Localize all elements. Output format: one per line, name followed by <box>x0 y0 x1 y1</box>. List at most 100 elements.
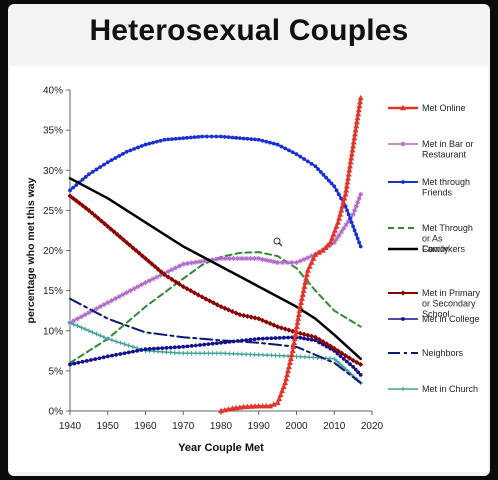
series-point-0 <box>339 203 346 209</box>
series-point-2 <box>294 152 299 157</box>
series-point-6 <box>131 349 135 354</box>
series-point-5 <box>297 330 303 336</box>
series-point-6 <box>147 347 152 351</box>
series-point-1 <box>78 314 84 320</box>
series-point-1 <box>150 276 156 282</box>
series-point-2 <box>192 135 197 140</box>
series-point-8 <box>206 350 211 356</box>
series-point-1 <box>341 225 347 231</box>
series-point-8 <box>337 361 343 367</box>
series-point-2 <box>94 167 99 172</box>
series-point-0 <box>304 267 311 273</box>
series-point-0 <box>332 227 339 233</box>
series-point-8 <box>94 331 99 337</box>
series-point-2 <box>358 244 363 249</box>
series-point-2 <box>324 175 329 180</box>
series-point-2 <box>200 134 205 139</box>
series-point-0 <box>354 114 361 121</box>
series-point-8 <box>243 351 249 357</box>
series-point-5 <box>120 237 127 243</box>
series-point-0 <box>351 134 358 141</box>
series-point-2 <box>309 161 314 166</box>
series-point-5 <box>271 322 277 328</box>
series-point-2 <box>241 136 246 141</box>
series-point-5 <box>259 317 266 323</box>
series-point-1 <box>226 256 232 262</box>
series-point-8 <box>101 334 107 340</box>
series-point-1 <box>352 207 358 213</box>
series-point-2 <box>351 224 356 229</box>
legend-label-3: or As <box>422 234 443 244</box>
series-point-0 <box>353 122 360 129</box>
series-point-5 <box>241 312 247 319</box>
series-point-6 <box>298 335 303 340</box>
series-point-2 <box>222 134 227 139</box>
series-point-0 <box>297 303 304 309</box>
series-point-6 <box>356 370 361 375</box>
series-point-5 <box>124 239 130 246</box>
series-point-5 <box>210 300 217 306</box>
series-point-1 <box>256 256 262 262</box>
series-point-0 <box>280 383 287 390</box>
x-tick-label: 1980 <box>210 421 233 432</box>
series-point-8 <box>90 330 95 335</box>
series-point-1 <box>353 203 359 209</box>
series-point-5 <box>305 332 311 338</box>
series-point-5 <box>146 258 152 264</box>
series-point-0 <box>357 94 364 101</box>
series-point-2 <box>226 135 231 140</box>
series-point-0 <box>285 363 292 370</box>
series-point-0 <box>291 335 298 341</box>
series-point-1 <box>173 265 179 271</box>
y-tick-label: 30% <box>43 166 63 177</box>
series-point-1 <box>139 282 145 288</box>
line-chart: 0% 5% 10% 15% 20% 25% 30% 35% 40% 1940 1950 1960 197… <box>25 86 481 455</box>
series-point-2 <box>128 148 133 153</box>
legend-label-0: Met Online <box>422 103 466 113</box>
series-point-0 <box>333 223 340 229</box>
series-point-8 <box>86 328 92 334</box>
series-point-5 <box>278 325 284 331</box>
series-point-8 <box>130 344 136 350</box>
series-point-2 <box>147 141 152 146</box>
series-point-5 <box>191 290 198 296</box>
series-point-2 <box>329 181 334 186</box>
series-point-2 <box>151 140 155 145</box>
series-line-7 <box>69 297 362 384</box>
series-point-2 <box>348 216 353 221</box>
series-point-8 <box>302 354 308 360</box>
series-point-2 <box>139 144 144 148</box>
y-tick-label: 10% <box>43 326 63 337</box>
chart-panel: 0% 5% 10% 15% 20% 25% 30% 35% 40% 1940 1950 1960 197… <box>10 66 488 472</box>
series-point-0 <box>306 263 313 269</box>
series-point-6 <box>202 342 207 347</box>
series-point-5 <box>324 341 330 347</box>
series-point-2 <box>132 147 137 151</box>
series-point-5 <box>136 250 142 256</box>
series-point-2 <box>162 137 167 142</box>
series-point-1 <box>243 256 249 262</box>
series-point-1 <box>222 256 228 262</box>
series-point-8 <box>269 353 274 358</box>
series-point-0 <box>255 402 262 409</box>
series-point-6 <box>97 356 102 361</box>
series-point-8 <box>218 350 224 356</box>
series-point-0 <box>353 118 360 125</box>
series-point-1 <box>105 300 111 306</box>
series-point-5 <box>229 308 235 315</box>
series-point-0 <box>352 130 359 137</box>
series-point-0 <box>346 163 353 169</box>
series-point-2 <box>345 208 349 213</box>
series-point-6 <box>341 356 346 361</box>
series-point-0 <box>295 315 302 321</box>
legend-label-2: Friends <box>422 188 453 198</box>
series-point-1 <box>338 229 344 235</box>
legend-label-1: Restaurant <box>422 150 467 160</box>
series-point-6 <box>181 344 186 349</box>
series-point-0 <box>346 167 353 173</box>
series-point-5 <box>114 231 120 238</box>
series-point-0 <box>303 271 310 277</box>
series-point-5 <box>237 312 243 318</box>
y-tick-label: 25% <box>43 206 63 217</box>
series-point-2 <box>71 185 76 190</box>
